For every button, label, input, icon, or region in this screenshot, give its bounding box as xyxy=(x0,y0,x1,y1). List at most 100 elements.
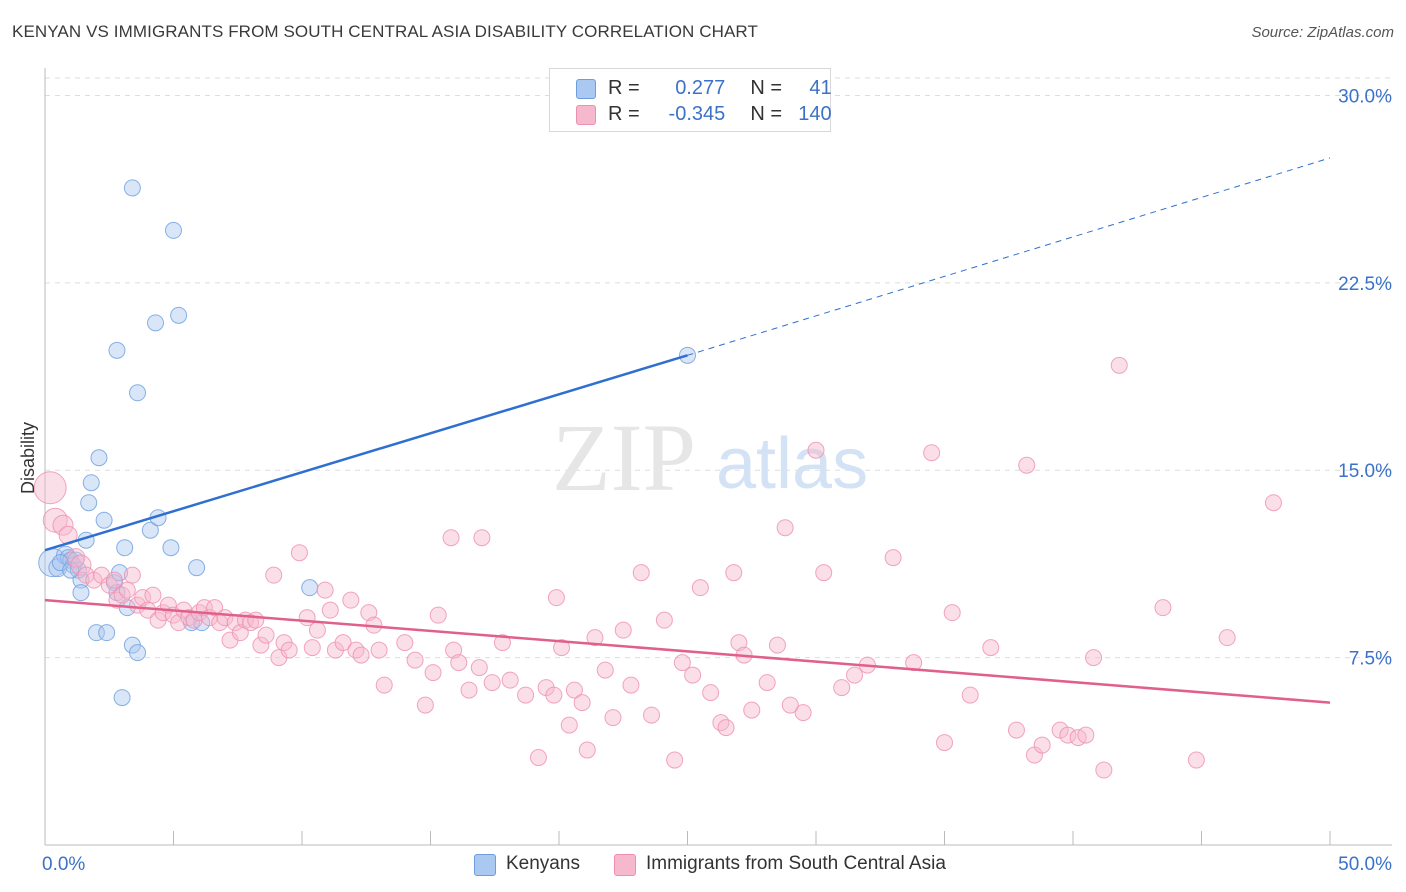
point-immigrants xyxy=(730,634,748,652)
point-immigrants xyxy=(666,751,684,769)
point-immigrants xyxy=(604,709,622,727)
point-immigrants xyxy=(923,444,941,462)
point-immigrants xyxy=(1154,599,1172,617)
watermark-atlas: atlas xyxy=(716,424,868,504)
bottom-legend-label-immigrants: Immigrants from South Central Asia xyxy=(646,853,946,874)
point-immigrants xyxy=(936,734,953,752)
point-immigrants xyxy=(517,686,535,704)
point-kenyans xyxy=(72,571,90,589)
point-immigrants xyxy=(360,604,378,622)
point-immigrants xyxy=(347,641,365,659)
trend-line-kenyans xyxy=(44,354,688,552)
point-immigrants xyxy=(1085,649,1103,667)
legend-r-label: R = xyxy=(608,103,640,125)
y-tick-label: 15.0% xyxy=(1338,461,1392,482)
chart-title: KENYAN VS IMMIGRANTS FROM SOUTH CENTRAL … xyxy=(12,22,758,41)
point-immigrants xyxy=(424,664,442,682)
point-immigrants xyxy=(247,611,265,629)
point-immigrants xyxy=(70,554,92,576)
bottom-legend-label-kenyans: Kenyans xyxy=(506,853,580,874)
point-immigrants xyxy=(252,636,270,654)
point-immigrants xyxy=(396,634,414,652)
legend-r-value: -0.345 xyxy=(668,103,726,125)
point-immigrants xyxy=(52,514,74,536)
point-immigrants xyxy=(493,634,511,652)
point-immigrants xyxy=(450,654,468,672)
point-immigrants xyxy=(370,641,388,659)
point-immigrants xyxy=(768,636,786,654)
point-immigrants xyxy=(1059,726,1077,744)
point-immigrants xyxy=(144,586,162,604)
watermark-zip: ZIP xyxy=(552,404,696,511)
point-immigrants xyxy=(725,564,743,582)
point-kenyans xyxy=(129,384,147,402)
point-kenyans xyxy=(123,179,141,197)
point-immigrants xyxy=(943,604,961,622)
point-immigrants xyxy=(1033,736,1051,754)
point-immigrants xyxy=(118,581,136,599)
point-kenyans xyxy=(98,624,116,642)
point-immigrants xyxy=(712,714,730,732)
point-immigrants xyxy=(123,566,141,584)
point-kenyans xyxy=(188,559,206,577)
point-immigrants xyxy=(445,641,463,659)
point-immigrants xyxy=(134,589,152,607)
grid-layer xyxy=(45,77,1392,659)
point-immigrants xyxy=(673,654,691,672)
point-immigrants xyxy=(442,529,460,547)
legend-n-value: 140 xyxy=(798,103,832,125)
point-immigrants xyxy=(1007,721,1025,739)
point-immigrants xyxy=(691,579,709,597)
point-immigrants xyxy=(545,686,563,704)
point-immigrants xyxy=(1218,629,1236,647)
y-axis-label: Disability xyxy=(18,422,38,494)
point-immigrants xyxy=(846,666,864,684)
point-immigrants xyxy=(113,586,131,604)
point-immigrants xyxy=(529,749,547,767)
point-immigrants xyxy=(1018,456,1036,474)
point-immigrants xyxy=(781,696,799,714)
point-kenyans xyxy=(162,539,180,557)
point-immigrants xyxy=(586,629,604,647)
source-credit: Source: ZipAtlas.com xyxy=(1251,24,1394,41)
point-immigrants xyxy=(632,564,650,582)
legend-swatch-kenyans xyxy=(576,79,596,99)
point-immigrants xyxy=(1095,761,1113,779)
point-immigrants xyxy=(743,701,761,719)
tick-labels: 7.5% 15.0% 22.5% 30.0% 0.0% 50.0% xyxy=(42,86,1392,875)
correlation-legend: R = 0.277 N = 41 R = -0.345 N = 140 xyxy=(549,68,832,132)
point-kenyans xyxy=(170,306,188,324)
point-immigrants xyxy=(758,674,776,692)
point-immigrants xyxy=(807,441,825,459)
bottom-legend-swatch-kenyans xyxy=(474,854,496,876)
point-immigrants xyxy=(1187,751,1205,769)
point-immigrants xyxy=(1077,726,1095,744)
point-immigrants xyxy=(553,639,571,657)
point-immigrants xyxy=(416,696,434,714)
legend-r-label: R = xyxy=(608,77,640,99)
point-immigrants xyxy=(815,564,833,582)
point-immigrants xyxy=(108,591,126,609)
point-immigrants xyxy=(470,659,488,677)
point-immigrants xyxy=(308,621,326,639)
point-kenyans xyxy=(116,539,134,557)
legend-n-label: N = xyxy=(750,103,783,125)
legend-n-value: 41 xyxy=(809,77,832,99)
point-immigrants xyxy=(884,549,902,567)
point-immigrants xyxy=(776,519,794,537)
point-immigrants xyxy=(303,639,321,657)
point-immigrants xyxy=(316,581,334,599)
point-kenyans xyxy=(113,689,131,707)
trend-layer xyxy=(44,157,1331,704)
point-immigrants xyxy=(702,684,720,702)
point-immigrants xyxy=(578,741,596,759)
point-immigrants xyxy=(961,686,979,704)
point-immigrants xyxy=(33,471,67,505)
y-tick-label: 7.5% xyxy=(1349,649,1392,670)
point-immigrants xyxy=(1110,356,1128,374)
point-immigrants xyxy=(321,601,339,619)
point-kenyans xyxy=(80,494,98,512)
point-immigrants xyxy=(231,624,249,642)
point-kenyans xyxy=(82,474,100,492)
